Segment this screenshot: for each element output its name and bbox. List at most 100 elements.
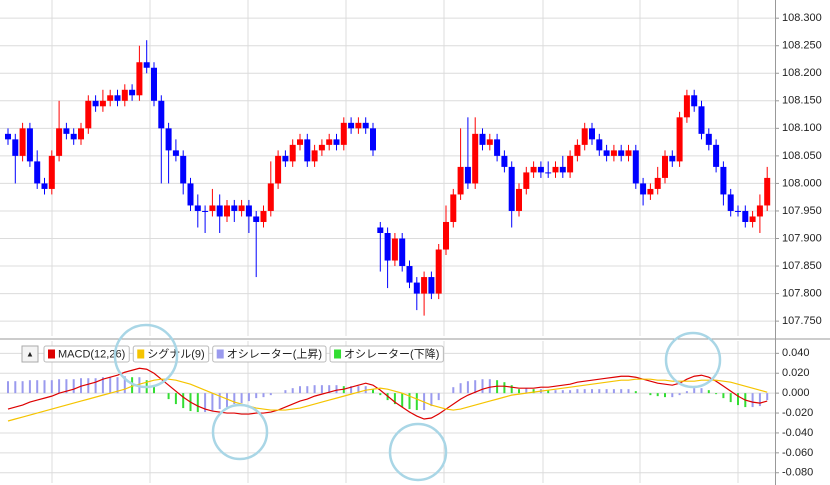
candle-body <box>202 210 209 212</box>
candle-body <box>311 150 318 162</box>
candle-body <box>501 155 508 167</box>
oscillator-bar <box>21 381 24 394</box>
legend-label[interactable]: オシレーター(上昇) <box>227 347 322 360</box>
candle-body <box>275 155 282 184</box>
oscillator-bar <box>561 390 564 394</box>
candle-body <box>727 194 734 211</box>
oscillator-bar <box>598 389 601 394</box>
candle-body <box>304 139 311 162</box>
oscillator-bar <box>569 390 572 394</box>
candle-body <box>63 128 70 134</box>
candle-body <box>78 128 84 140</box>
toggle-button[interactable] <box>21 345 39 363</box>
legend-box[interactable] <box>212 345 327 363</box>
candle-body <box>618 150 625 156</box>
toggle-icon[interactable]: ▲ <box>26 350 34 359</box>
legend-swatch <box>137 349 145 359</box>
oscillator-bar <box>131 377 134 394</box>
candle-body <box>486 139 493 145</box>
candle-body <box>669 155 676 162</box>
oscillator-bar <box>291 388 294 394</box>
legend-swatch <box>216 349 224 359</box>
oscillator-bar <box>547 390 550 394</box>
oscillator-bar <box>109 377 112 394</box>
legend-label[interactable]: MACD(12,26) <box>58 348 125 360</box>
candle-body <box>406 266 413 283</box>
oscillator-bar <box>488 379 491 394</box>
oscillator-bar <box>532 389 535 394</box>
oscillator-bar <box>313 385 316 394</box>
legend-swatch <box>48 349 55 359</box>
candle-body <box>41 183 48 189</box>
y-tick-label: 0.040 <box>782 347 810 359</box>
y-tick-label: 108.250 <box>782 40 822 52</box>
candle-body <box>194 205 201 211</box>
oscillator-bar <box>58 379 61 394</box>
oscillator-bar <box>685 391 688 394</box>
candle-body <box>749 216 756 222</box>
candle-body <box>683 95 690 118</box>
legend-box[interactable] <box>329 345 444 363</box>
oscillator-bar <box>284 390 287 394</box>
oscillator-bar <box>269 393 272 396</box>
oscillator-bar <box>28 380 31 394</box>
oscillator-bar <box>401 393 404 408</box>
candle-body <box>12 139 19 156</box>
candle-body <box>654 177 661 189</box>
oscillator-bar <box>452 387 455 394</box>
y-tick-label: 107.800 <box>782 287 822 299</box>
candle-body <box>530 166 537 173</box>
candle-body <box>391 238 398 261</box>
candle-body <box>326 139 333 145</box>
candle-body <box>435 249 442 294</box>
oscillator-bar <box>94 378 97 394</box>
oscillator-bar <box>153 386 155 394</box>
candle-body <box>698 106 705 134</box>
oscillator-bar <box>204 393 207 413</box>
y-tick-label: 108.150 <box>782 95 822 107</box>
oscillator-bar <box>328 385 331 394</box>
candle-body <box>428 277 435 294</box>
legend-item[interactable]: オシレーター(下降) <box>329 345 444 363</box>
candle-body <box>114 95 121 101</box>
oscillator-bar <box>233 393 236 405</box>
oscillator-bar <box>576 389 579 394</box>
oscillator-bar <box>474 380 477 394</box>
oscillator-bar <box>167 393 170 400</box>
candle-body <box>48 155 55 189</box>
candle-body <box>333 139 340 145</box>
oscillator-bar <box>372 389 374 394</box>
oscillator-bar <box>503 382 506 394</box>
oscillator-bar <box>649 393 652 396</box>
oscillator-bar <box>664 393 666 398</box>
oscillator-bar <box>583 389 586 394</box>
oscillator-bar <box>262 393 265 398</box>
candle-body <box>267 183 274 211</box>
oscillator-bar <box>211 393 214 412</box>
legend-item[interactable]: オシレーター(上昇) <box>212 345 327 363</box>
annotation-circle <box>211 403 269 461</box>
legend-item[interactable]: シグナル(9) <box>132 345 210 363</box>
legend-swatch <box>334 349 342 359</box>
legend-box[interactable] <box>132 345 210 363</box>
candle-body <box>640 183 647 195</box>
candle-body <box>165 128 172 151</box>
y-tick-label: 108.200 <box>782 67 822 79</box>
legend-box[interactable] <box>43 345 130 363</box>
candle-body <box>85 100 92 129</box>
candle-body <box>552 166 559 173</box>
oscillator-bar <box>350 386 353 394</box>
oscillator-bar <box>758 393 761 407</box>
legend-item[interactable]: MACD(12,26) <box>43 345 130 363</box>
candle-body <box>457 166 464 195</box>
candle-body <box>421 277 428 294</box>
legend-label[interactable]: オシレーター(下降) <box>344 346 439 360</box>
candle-body <box>494 139 501 156</box>
candle-body <box>136 62 143 96</box>
y-tick-label: 107.950 <box>782 205 822 217</box>
candle-body <box>355 122 362 129</box>
candle-body <box>581 128 588 145</box>
candle-body <box>377 227 384 233</box>
candle-body <box>472 133 479 184</box>
